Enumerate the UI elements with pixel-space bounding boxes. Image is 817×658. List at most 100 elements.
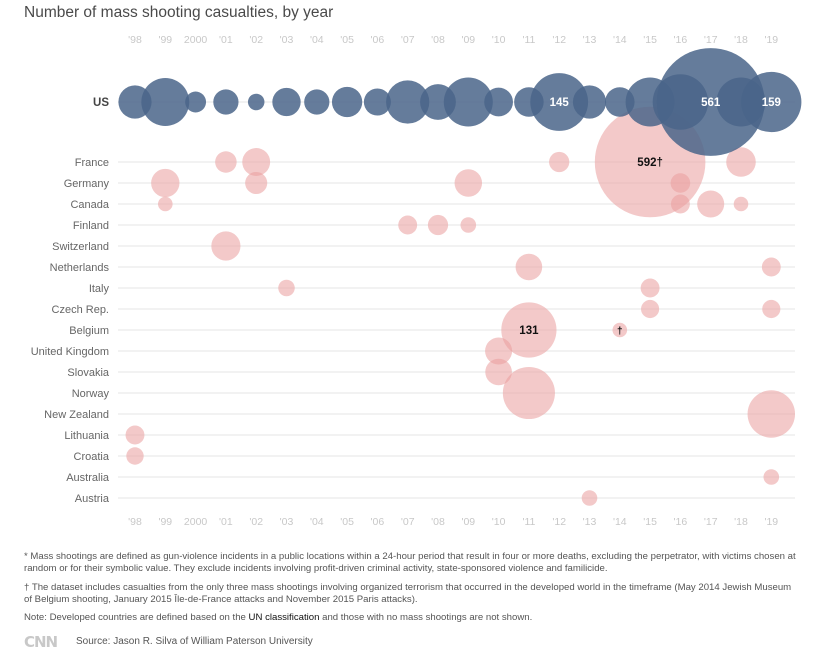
country-label: Netherlands [50, 262, 110, 274]
year-tick-bottom: '11 [522, 516, 535, 528]
country-label: Croatia [74, 451, 110, 463]
bubble [272, 87, 301, 117]
year-tick-bottom: '07 [401, 516, 415, 528]
year-tick-top: '18 [734, 34, 748, 46]
bubble [515, 253, 543, 281]
year-tick-bottom: '19 [764, 516, 778, 528]
bubble [398, 215, 418, 235]
bubble [612, 322, 628, 338]
footnote-developed-countries: Note: Developed countries are defined ba… [24, 612, 799, 624]
country-label: Germany [64, 178, 110, 190]
year-tick-bottom: '05 [340, 516, 354, 528]
bubble [247, 93, 265, 111]
year-tick-top: '17 [704, 34, 718, 46]
year-tick-top: '98 [128, 34, 142, 46]
bubble [141, 78, 190, 126]
bubble [741, 71, 802, 133]
country-label: Australia [66, 472, 110, 484]
data-label: † [617, 326, 623, 337]
bubble [484, 87, 513, 117]
country-label: Austria [75, 493, 110, 505]
year-tick-bottom: '15 [643, 516, 657, 528]
bubble [211, 231, 241, 261]
year-tick-top: '07 [401, 34, 415, 46]
year-tick-bottom: '17 [704, 516, 718, 528]
data-label: 592† [637, 157, 663, 169]
data-label: 561 [701, 97, 721, 109]
year-tick-top: '02 [249, 34, 263, 46]
year-tick-bottom: '14 [613, 516, 627, 528]
source-credit: Source: Jason R. Silva of William Paters… [76, 636, 313, 647]
country-label: New Zealand [44, 409, 109, 421]
un-classification-link[interactable]: UN classification [248, 612, 320, 623]
year-tick-top: '06 [371, 34, 385, 46]
country-label: Switzerland [52, 241, 109, 253]
bubble [549, 151, 570, 173]
year-tick-bottom: '98 [128, 516, 142, 528]
country-label: Lithuania [64, 430, 110, 442]
country-label: Slovakia [67, 367, 109, 379]
country-label: United Kingdom [31, 346, 109, 358]
bubble [363, 88, 391, 116]
note-text-before: Note: Developed countries are defined ba… [24, 612, 249, 623]
year-tick-bottom: '99 [158, 516, 172, 528]
bubble [726, 147, 756, 177]
bubble [530, 73, 589, 131]
bubble [245, 171, 268, 195]
year-tick-top: '09 [461, 34, 475, 46]
bubble-chart: '98 '98 '99 '99 2000 2000 '01 '01 '02 '02 '03 '03 '0… [31, 34, 802, 528]
data-label: 159 [762, 97, 781, 109]
country-label: US [93, 97, 109, 109]
bubble [762, 299, 781, 319]
bubble [697, 190, 725, 218]
footnote-definition: * Mass shootings are defined as gun-viol… [24, 551, 796, 574]
bubble [501, 302, 557, 358]
year-tick-top: '01 [219, 34, 233, 46]
year-tick-top: '15 [643, 34, 657, 46]
bubble [151, 168, 180, 198]
year-tick-top: '16 [674, 34, 688, 46]
year-tick-top: '12 [552, 34, 566, 46]
year-tick-bottom: '09 [461, 516, 475, 528]
bubble [640, 278, 660, 298]
bubble [485, 337, 513, 365]
note-text-after: and those with no mass shootings are not… [319, 612, 533, 623]
year-tick-top: '99 [158, 34, 172, 46]
year-tick-top: '10 [492, 34, 506, 46]
bubble [185, 91, 207, 113]
country-label: Norway [72, 388, 110, 400]
year-tick-top: '14 [613, 34, 627, 46]
bubble [125, 425, 145, 445]
bubble [126, 447, 144, 465]
country-label: France [75, 157, 109, 169]
bubble [215, 151, 237, 173]
bubble [747, 390, 796, 438]
country-label: Italy [89, 283, 110, 295]
cnn-logo: CNN [24, 633, 58, 651]
year-tick-bottom: '10 [492, 516, 506, 528]
bubble [763, 469, 780, 485]
bubble [641, 299, 660, 319]
year-tick-bottom: '06 [371, 516, 385, 528]
bubble [502, 366, 555, 420]
country-label: Finland [73, 220, 109, 232]
footnote-terrorism: † The dataset includes casualties from t… [24, 582, 792, 605]
year-tick-bottom: '18 [734, 516, 748, 528]
country-label: Canada [70, 199, 109, 211]
bubble [158, 196, 173, 212]
year-tick-top: '04 [310, 34, 324, 46]
year-tick-top: '03 [280, 34, 294, 46]
bubble [213, 89, 239, 115]
year-tick-bottom: '02 [249, 516, 263, 528]
year-tick-bottom: '04 [310, 516, 324, 528]
bubble [278, 279, 295, 297]
year-tick-top: '11 [522, 34, 535, 46]
year-tick-bottom: '16 [674, 516, 688, 528]
bubble [733, 196, 749, 212]
bubble [443, 77, 493, 127]
data-label: 145 [550, 97, 570, 109]
bubble [656, 48, 765, 156]
bubble [331, 86, 363, 118]
bubble [761, 257, 781, 277]
year-tick-top: '19 [764, 34, 778, 46]
